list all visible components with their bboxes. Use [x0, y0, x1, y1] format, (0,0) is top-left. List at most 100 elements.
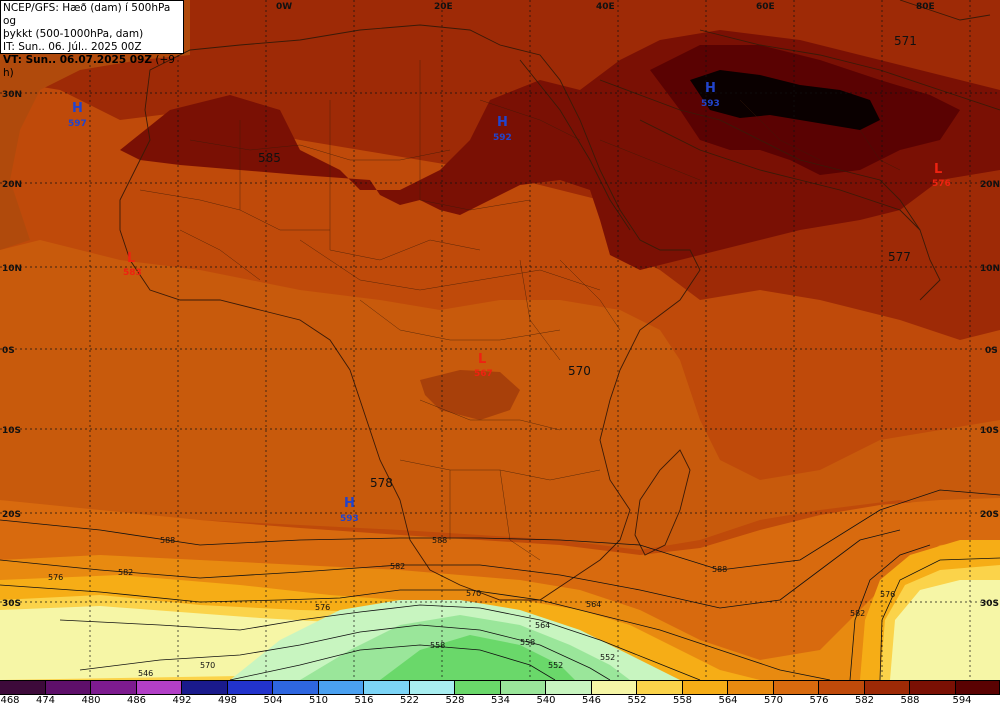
- lat-label-left: 10N: [2, 264, 22, 274]
- contour-label: 564: [535, 621, 550, 630]
- lat-label-left: 0S: [2, 346, 15, 356]
- lat-label-right: 20S: [980, 510, 999, 520]
- forecast-offset: (+9 h): [3, 54, 175, 79]
- contour-label: 570: [466, 589, 481, 598]
- high-pressure-center: H 593: [340, 496, 359, 524]
- colorbar-swatch: [682, 681, 728, 694]
- colorbar-swatch: [409, 681, 455, 694]
- lat-label-left: 30N: [2, 90, 22, 100]
- colorbar-label: 594: [952, 695, 972, 706]
- svg-text:L: L: [127, 251, 135, 266]
- graticule: [0, 0, 1000, 680]
- lat-label-left: 20N: [2, 180, 22, 190]
- colorbar-swatch: [227, 681, 273, 694]
- contour-label: 570: [200, 661, 215, 670]
- contour-label: 582: [850, 609, 865, 618]
- colorbar-label: 534: [490, 695, 511, 706]
- colorbar-swatch: [91, 681, 137, 694]
- svg-text:L: L: [934, 162, 942, 177]
- colorbar: 468 474 480 486 492 498 504 510 516 522 528 534 540 5…: [0, 680, 1000, 709]
- map-info-box: NCEP/GFS: Hæð (dam) í 500hPa og þykkt (5…: [0, 0, 184, 79]
- info-valid-time: VT: Sun.. 06.07.2025 09Z (+9 h): [3, 54, 181, 80]
- contour-label: 546: [138, 669, 153, 678]
- lon-label: 20E: [434, 2, 453, 12]
- colorbar-label: 546: [581, 695, 602, 706]
- colorbar-label: 480: [81, 695, 101, 706]
- lon-label: 80E: [916, 2, 935, 12]
- field-dark-nw: [0, 0, 190, 250]
- svg-text:L: L: [478, 352, 486, 367]
- svg-text:H: H: [497, 115, 508, 130]
- colorbar-label: 576: [809, 695, 829, 706]
- lon-label: 60E: [756, 2, 775, 12]
- lat-label-right: 30S: [980, 599, 999, 609]
- svg-text:583: 583: [123, 268, 142, 278]
- colorbar-swatch: [728, 681, 774, 694]
- colorbar-swatch: [364, 681, 410, 694]
- colorbar-label: 516: [354, 695, 374, 706]
- colorbar-label: 558: [672, 695, 693, 706]
- colorbar-swatch: [0, 681, 46, 694]
- colorbar-labels: 468 474 480 486 492 498 504 510 516 522 528 534 540 5…: [0, 694, 1000, 709]
- contour-label: 552: [600, 653, 615, 662]
- colorbar-swatch: [500, 681, 546, 694]
- contour-label: 558: [430, 641, 445, 650]
- svg-text:567: 567: [474, 369, 493, 379]
- contour-label: 570: [568, 364, 591, 378]
- colorbar-label: 564: [718, 695, 738, 706]
- colorbar-swatch: [955, 681, 1000, 694]
- svg-text:576: 576: [932, 179, 951, 189]
- field-528: [380, 635, 575, 680]
- lat-label-left: 10S: [2, 426, 21, 436]
- svg-text:593: 593: [701, 99, 720, 109]
- contour-label: 576: [880, 590, 895, 599]
- colorbar-label: 588: [900, 695, 920, 706]
- colorbar-swatch: [637, 681, 683, 694]
- svg-text:H: H: [344, 496, 355, 511]
- info-initial-time: IT: Sun.. 06. Júl.. 2025 00Z: [3, 41, 142, 53]
- colorbar-label: 474: [35, 695, 56, 706]
- contour-label: 588: [160, 536, 175, 545]
- contour-label: 558: [520, 638, 535, 647]
- colorbar-swatch: [45, 681, 91, 694]
- contour-label: 588: [432, 536, 447, 545]
- colorbar-label: 510: [308, 695, 329, 706]
- country-borders: [139, 60, 901, 561]
- contour-label: 585: [258, 151, 281, 165]
- svg-text:593: 593: [340, 514, 359, 524]
- colorbar-swatch: [546, 681, 592, 694]
- colorbar-label: 492: [172, 695, 192, 706]
- colorbar-swatch: [773, 681, 819, 694]
- colorbar-label: 486: [126, 695, 147, 706]
- colorbar-label: 504: [263, 695, 283, 706]
- field-black-core: [690, 70, 880, 130]
- colorbar-label: 582: [854, 695, 875, 706]
- low-pressure-center: L 576: [932, 162, 951, 189]
- lat-label-right: 0S: [985, 346, 998, 356]
- svg-text:H: H: [72, 101, 83, 116]
- lat-label-left: 20S: [2, 510, 21, 520]
- valid-time-value: VT: Sun.. 06.07.2025 09Z: [3, 54, 153, 66]
- colorbar-swatch: [864, 681, 910, 694]
- contour-label: 577: [888, 250, 911, 264]
- colorbar-swatch: [819, 681, 865, 694]
- lat-label-right: 20N: [980, 180, 1000, 190]
- contour-label: 582: [390, 562, 405, 571]
- info-title-line2: þykkt (500-1000hPa, dam): [3, 28, 144, 40]
- field-congo-low: [420, 370, 520, 420]
- contour-label: 582: [118, 568, 133, 577]
- colorbar-label: 528: [445, 695, 465, 706]
- contour-label: 576: [315, 603, 330, 612]
- lon-label: 0W: [276, 2, 292, 12]
- colorbar-swatches: [0, 680, 1000, 695]
- contour-label: 564: [586, 600, 601, 609]
- colorbar-swatch: [136, 681, 182, 694]
- info-title-line1: NCEP/GFS: Hæð (dam) í 500hPa og: [3, 2, 171, 27]
- lat-label-right: 10S: [980, 426, 999, 436]
- contour-label: 588: [712, 565, 727, 574]
- svg-text:592: 592: [493, 133, 512, 143]
- low-pressure-center: L 583: [123, 251, 142, 278]
- contour-label: 552: [548, 661, 563, 670]
- colorbar-label: 468: [0, 695, 20, 706]
- svg-text:H: H: [705, 81, 716, 96]
